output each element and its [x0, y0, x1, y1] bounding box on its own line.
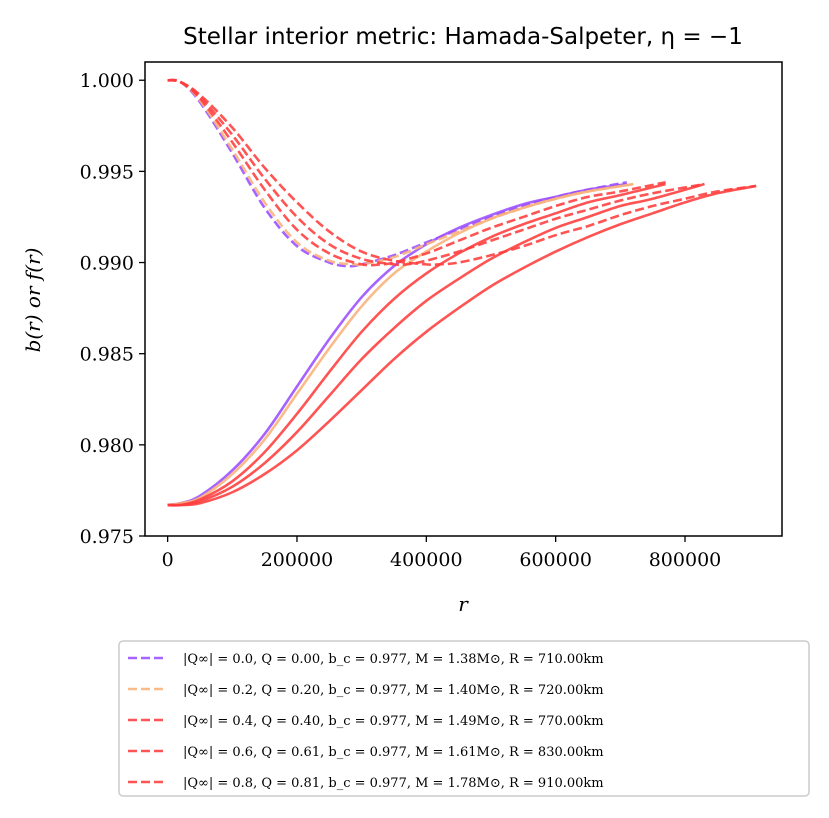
legend: |Q∞| = 0.0, Q = 0.00, b_c = 0.977, M = 1…	[118, 640, 810, 797]
plot-lines	[167, 78, 757, 507]
series-2-f-line	[167, 78, 666, 267]
chart-title: Stellar interior metric: Hamada-Salpeter…	[183, 24, 743, 50]
x-axis-label: r	[458, 592, 469, 616]
legend-label: |Q∞| = 0.0, Q = 0.00, b_c = 0.977, M = 1…	[183, 652, 604, 667]
legend-items: |Q∞| = 0.0, Q = 0.00, b_c = 0.977, M = 1…	[128, 652, 604, 791]
series-4-b-line	[167, 184, 757, 507]
x-tick-label: 600000	[519, 549, 592, 571]
x-tick-label: 0	[162, 549, 174, 571]
series-0-f-line	[167, 78, 628, 268]
y-axis: 0.975 0.980 0.985 0.990 0.995 1.000	[80, 70, 145, 548]
series-3-f-line	[167, 78, 705, 267]
legend-label: |Q∞| = 0.4, Q = 0.40, b_c = 0.977, M = 1…	[183, 714, 604, 729]
y-tick-label: 1.000	[80, 70, 134, 92]
x-tick-label: 200000	[261, 549, 334, 571]
x-tick-label: 400000	[390, 549, 463, 571]
legend-label: |Q∞| = 0.2, Q = 0.20, b_c = 0.977, M = 1…	[183, 683, 604, 698]
series-4-f-line	[167, 78, 757, 267]
legend-frame	[118, 640, 810, 797]
x-tick-label: 800000	[649, 549, 722, 571]
y-tick-label: 0.980	[80, 435, 134, 457]
plot-frame	[144, 61, 783, 537]
series-2-b-line	[167, 182, 666, 507]
y-axis-label: b(r) or f(r)	[21, 248, 45, 353]
legend-label: |Q∞| = 0.8, Q = 0.81, b_c = 0.977, M = 1…	[183, 776, 604, 791]
series-1-f-line	[167, 78, 634, 267]
series-3-b-line	[167, 182, 705, 507]
y-tick-label: 0.995	[80, 161, 134, 183]
legend-label: |Q∞| = 0.6, Q = 0.61, b_c = 0.977, M = 1…	[183, 745, 604, 760]
y-tick-label: 0.975	[80, 526, 134, 548]
y-tick-label: 0.985	[80, 344, 134, 366]
x-axis: 0 200000 400000 600000 800000	[162, 536, 722, 571]
y-tick-label: 0.990	[80, 253, 134, 275]
